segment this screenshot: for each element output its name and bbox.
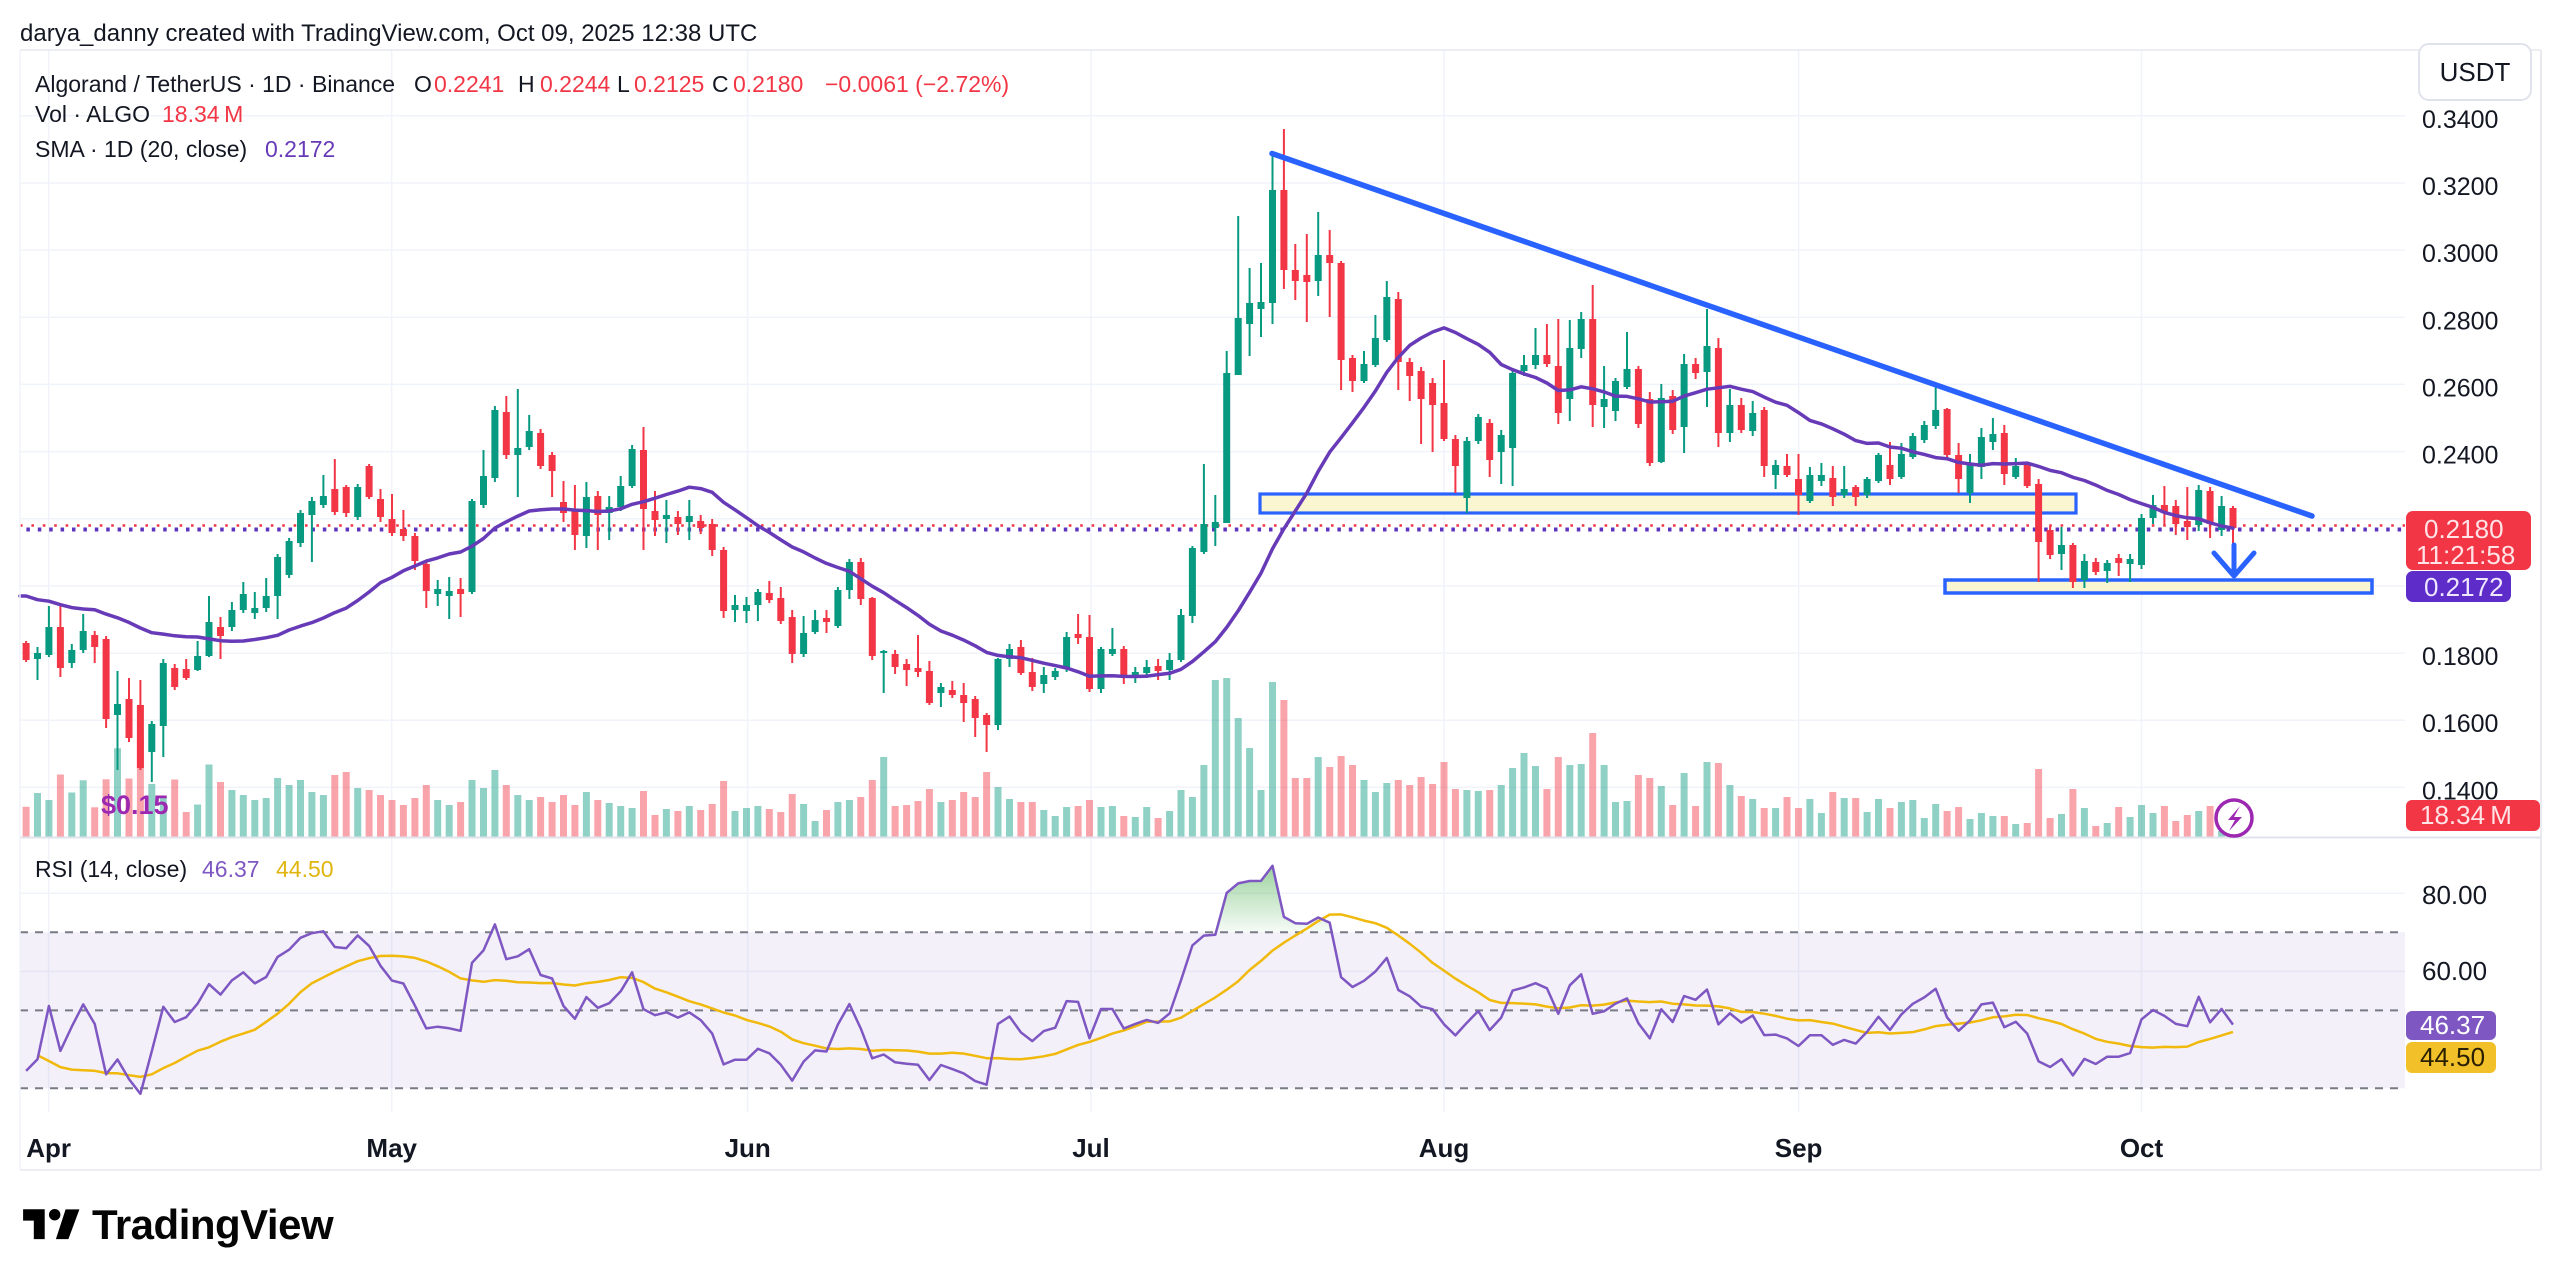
svg-text:44.50: 44.50	[2420, 1042, 2485, 1072]
svg-text:Sep: Sep	[1775, 1133, 1823, 1163]
svg-text:USDT: USDT	[2440, 57, 2511, 87]
svg-text:Vol · ALGO: Vol · ALGO	[35, 101, 150, 127]
svg-text:18.34 M: 18.34 M	[2420, 800, 2512, 830]
svg-text:0.2241: 0.2241	[434, 71, 504, 97]
svg-text:Oct: Oct	[2120, 1133, 2164, 1163]
svg-text:60.00: 60.00	[2422, 956, 2487, 986]
svg-text:0.2180: 0.2180	[2424, 514, 2504, 544]
svg-text:0.2180: 0.2180	[733, 71, 803, 97]
svg-text:80.00: 80.00	[2422, 880, 2487, 910]
svg-text:Jul: Jul	[1072, 1133, 1110, 1163]
svg-text:0.2172: 0.2172	[2424, 572, 2504, 602]
svg-text:0.2400: 0.2400	[2422, 442, 2498, 470]
svg-text:0.3000: 0.3000	[2422, 240, 2498, 268]
svg-text:11:21:58: 11:21:58	[2416, 540, 2515, 570]
svg-text:44.50: 44.50	[276, 856, 334, 882]
svg-text:0.2600: 0.2600	[2422, 374, 2498, 402]
svg-text:−0.0061 (−2.72%): −0.0061 (−2.72%)	[825, 71, 1009, 97]
svg-text:0.2800: 0.2800	[2422, 307, 2498, 335]
svg-text:46.37: 46.37	[2420, 1010, 2485, 1040]
svg-text:0.2244: 0.2244	[540, 71, 611, 97]
svg-text:$0.15: $0.15	[101, 790, 169, 820]
svg-text:Jun: Jun	[725, 1133, 771, 1163]
svg-text:0.1600: 0.1600	[2422, 710, 2498, 738]
svg-text:May: May	[366, 1133, 417, 1163]
svg-text:L: L	[617, 71, 630, 97]
svg-text:TradingView: TradingView	[92, 1201, 334, 1248]
svg-text:18.34 M: 18.34 M	[162, 101, 243, 127]
svg-text:46.37: 46.37	[202, 856, 260, 882]
svg-text:darya_danny created with Tradi: darya_danny created with TradingView.com…	[20, 20, 757, 47]
svg-text:C: C	[712, 71, 729, 97]
svg-text:Algorand / TetherUS · 1D · Bin: Algorand / TetherUS · 1D · Binance	[35, 71, 395, 97]
svg-text:0.3200: 0.3200	[2422, 173, 2498, 201]
svg-text:Apr: Apr	[26, 1133, 71, 1163]
svg-text:0.3400: 0.3400	[2422, 106, 2498, 134]
svg-text:RSI (14, close): RSI (14, close)	[35, 856, 187, 882]
svg-text:SMA · 1D (20, close): SMA · 1D (20, close)	[35, 136, 247, 162]
svg-text:H: H	[518, 71, 535, 97]
svg-text:0.1800: 0.1800	[2422, 643, 2498, 671]
svg-text:0.2172: 0.2172	[265, 136, 335, 162]
svg-text:0.2125: 0.2125	[634, 71, 704, 97]
svg-text:O: O	[414, 71, 432, 97]
svg-text:Aug: Aug	[1419, 1133, 1470, 1163]
